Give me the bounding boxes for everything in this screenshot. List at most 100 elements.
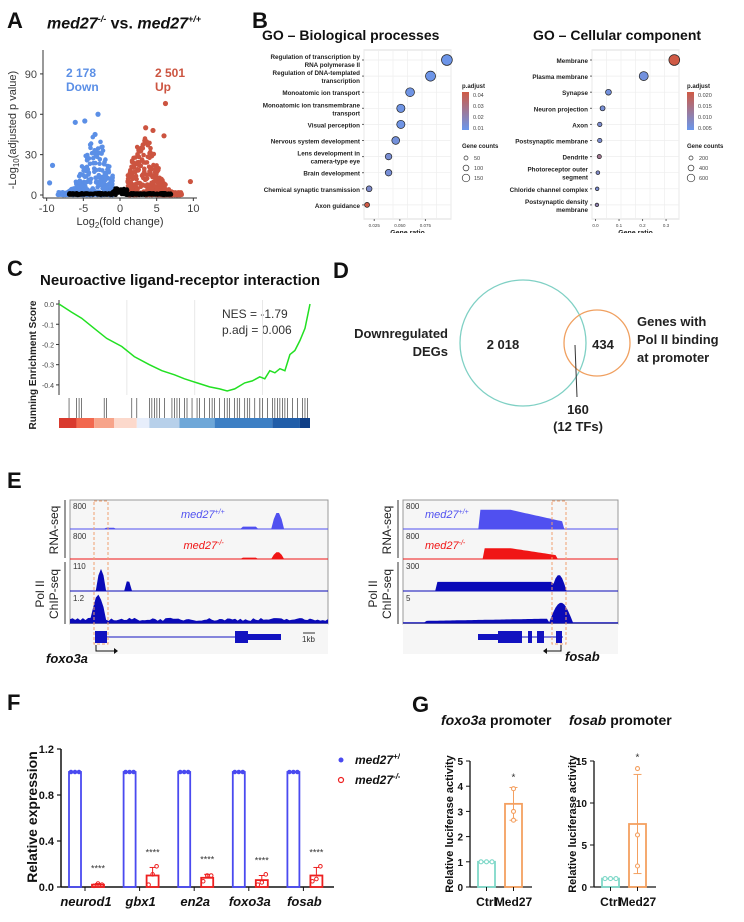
volcano-point-ns [151,192,156,196]
qpcr-bar-wt [68,771,82,888]
qpcr-x-label: gbx1 [124,894,155,909]
track-rnaseq-mut-signal [403,548,618,559]
g2-title-gene: fosab [569,712,607,728]
qpcr-significance: **** [309,847,324,857]
venn-right-label-2: Pol II binding [637,332,719,347]
qpcr-y-tick-label: 1.2 [39,744,54,756]
qpcr-y-tick-label: 0.8 [39,790,54,802]
track-chip-1-signal [403,575,618,591]
go-x-tick-label: 0.2 [639,223,646,228]
go-legend-size-label: 100 [474,166,483,172]
gsea-rank-segment [272,418,300,428]
volcano-point-ns [113,193,118,197]
go-legend-color-tick: 0.03 [473,104,484,110]
go-legend-color-tick: 0.015 [698,104,712,110]
volcano-point [87,161,93,167]
volcano-point [129,158,135,163]
legend-wt-marker [338,757,344,763]
panel-label-b: B [252,8,268,33]
qpcr-point [123,769,128,775]
go-dot [597,121,603,127]
volcano-point [72,119,78,125]
volcano-point-ns [115,189,120,194]
group-label-pol: Pol II [366,580,380,607]
go-x-tick-label: 0.3 [663,223,670,228]
luc-significance: * [512,773,516,784]
volcano-point-ns [110,191,115,196]
volcano-x-tick-label: -10 [39,203,55,215]
qpcr-point [99,882,105,887]
go-dot [396,103,406,113]
legend-mut-label: med27-/- [355,772,400,787]
track-panel-bg [69,499,329,625]
luc-x-label: Med27 [619,895,657,909]
volcano-point [95,175,100,180]
qpcr-bar-wt [231,771,246,888]
go-dot [391,136,400,145]
qpcr-x-label: foxo3a [229,894,271,909]
go-dot [396,119,406,129]
volcano-x-tick-label: -5 [78,203,88,215]
qpcr-x-label: en2a [180,894,210,909]
track-rnaseq-mut-signal [70,552,328,559]
volcano-point [60,192,66,197]
track-rnaseq-mut-scale: 800 [406,532,420,541]
group-label-rna: RNA-seq [380,506,394,555]
volcano-point-ns [95,191,100,196]
volcano-point [136,159,141,165]
go-term-label: transport [332,110,361,117]
venn-left-label-1: Downregulated [354,326,448,341]
volcano-point [103,177,108,182]
volcano-title-sup1: -/- [97,14,107,24]
volcano-down-label: Down [66,80,99,94]
go-legend-color-tick: 0.01 [473,126,484,132]
volcano-point [108,181,113,187]
volcano-point-ns [125,188,130,193]
volcano-y-label: -Log10(adjusted p value) [7,71,21,189]
track-label-mut-sup: -/- [217,540,224,547]
legend-mut-marker [337,776,345,784]
g1-y-label: Relative luciferase activity [444,754,456,892]
volcano-point [125,178,130,184]
go-term-label: Lens development in [297,151,360,158]
go-term-label: Regulation of DNA-templated [273,70,361,77]
luc-point [634,863,641,869]
qpcr-point [240,769,246,775]
volcano-point [154,171,159,177]
volcano-point [145,187,150,193]
gene-utr [248,634,281,640]
gsea-nes: NES = -1.79 [222,307,288,321]
go-dot [384,169,393,177]
gsea-y-tick-label: -0.3 [42,363,54,370]
gene-exon [498,631,522,643]
go-term-label: segment [562,175,589,182]
g1-title-gene: foxo3a [441,712,487,728]
go-x-tick-label: 0.1 [616,223,623,228]
volcano-point [103,157,108,162]
go-legend-size-title: Gene counts [462,144,499,150]
luc-point [478,859,484,865]
qpcr-significance: **** [200,854,215,864]
volcano-point [173,190,178,195]
go-dot [597,137,603,144]
g2-title-rest: promoter [606,712,672,728]
qpcr-point [154,864,159,869]
track-rnaseq-wt-signal [403,509,618,529]
gsea-y-tick-label: -0.4 [42,383,54,390]
go-dot [384,152,393,161]
go-legend-color-tick: 0.04 [473,93,484,99]
go-dot [365,185,373,193]
volcano-point [138,184,144,190]
go-legend-color-tick: 0.005 [698,126,712,132]
go-term-label: Photoreceptor outer [527,167,588,174]
volcano-point [109,175,115,181]
volcano-title-gene1: med27 [47,15,98,33]
volcano-point [97,161,102,166]
qpcr-point [291,769,296,775]
go-term-label: Synapse [562,90,588,97]
go-legend-size-marker [463,155,469,161]
venn-overlap-pointer [574,344,578,398]
luc-y-tick-label: 1 [457,858,463,869]
qpcr-bar-wt [122,771,137,888]
